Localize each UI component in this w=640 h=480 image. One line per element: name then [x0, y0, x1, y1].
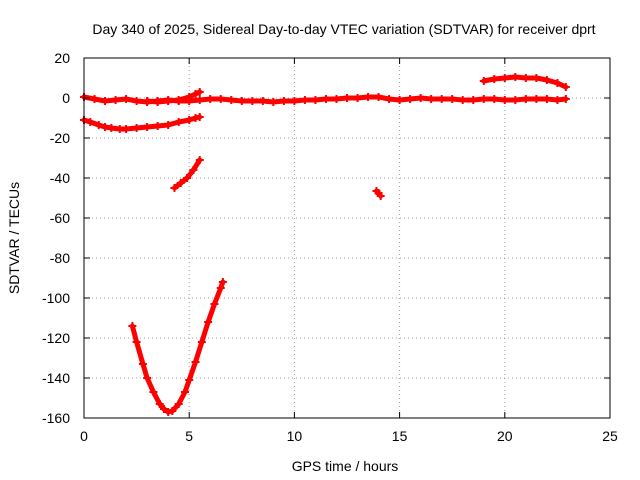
data-point [195, 88, 204, 96]
y-tick-label: -160 [42, 410, 70, 426]
data-points [80, 73, 570, 416]
y-tick-label: -60 [50, 210, 70, 226]
y-tick-label: -100 [42, 290, 70, 306]
y-tick-label: -80 [50, 250, 70, 266]
y-tick-label: -40 [50, 170, 70, 186]
y-tick-label: -20 [50, 130, 70, 146]
data-trace-segment [186, 359, 199, 383]
x-axis-label: GPS time / hours [292, 458, 399, 474]
x-tick-label: 15 [392, 428, 408, 444]
y-tick-label: -140 [42, 370, 70, 386]
data-trace-segment [193, 339, 205, 365]
series-track-rise-at-5h [143, 88, 204, 106]
series-track-near-minus-12 [80, 113, 204, 133]
series-track-evening-high [479, 73, 570, 91]
data-trace-segment [134, 339, 146, 367]
y-tick-label: 0 [62, 90, 70, 106]
data-trace-segment [205, 301, 217, 325]
x-tick-label: 5 [185, 428, 193, 444]
data-point [195, 113, 204, 121]
data-point [218, 278, 227, 286]
data-point [195, 156, 204, 164]
x-tick-label: 25 [602, 428, 618, 444]
data-point [561, 83, 570, 91]
grid-lines [84, 58, 610, 418]
y-tick-label: -120 [42, 330, 70, 346]
y-axis-label: SDTVAR / TECUs [6, 182, 22, 294]
data-point [376, 192, 385, 200]
series-track-isolated-14h [372, 187, 385, 200]
data-point [561, 95, 570, 103]
axis-ticks: 0 5 10 15 20 25 -160 -140 -120 -100 -80 -60 -40 -20 0 2… [42, 50, 618, 444]
data-trace-segment [190, 157, 203, 173]
x-tick-label: 0 [80, 428, 88, 444]
x-tick-label: 20 [497, 428, 513, 444]
y-tick-label: 20 [54, 50, 70, 66]
data-trace-segment [199, 319, 211, 345]
series-track-v-dip [128, 278, 227, 416]
plot-frame [83, 57, 611, 419]
x-tick-label: 10 [287, 428, 303, 444]
series-track-diagonal-early [170, 156, 204, 192]
data-trace-segment [144, 375, 156, 395]
data-trace-segment [211, 285, 224, 307]
chart-title: Day 340 of 2025, Sidereal Day-to-day VTE… [92, 21, 595, 37]
